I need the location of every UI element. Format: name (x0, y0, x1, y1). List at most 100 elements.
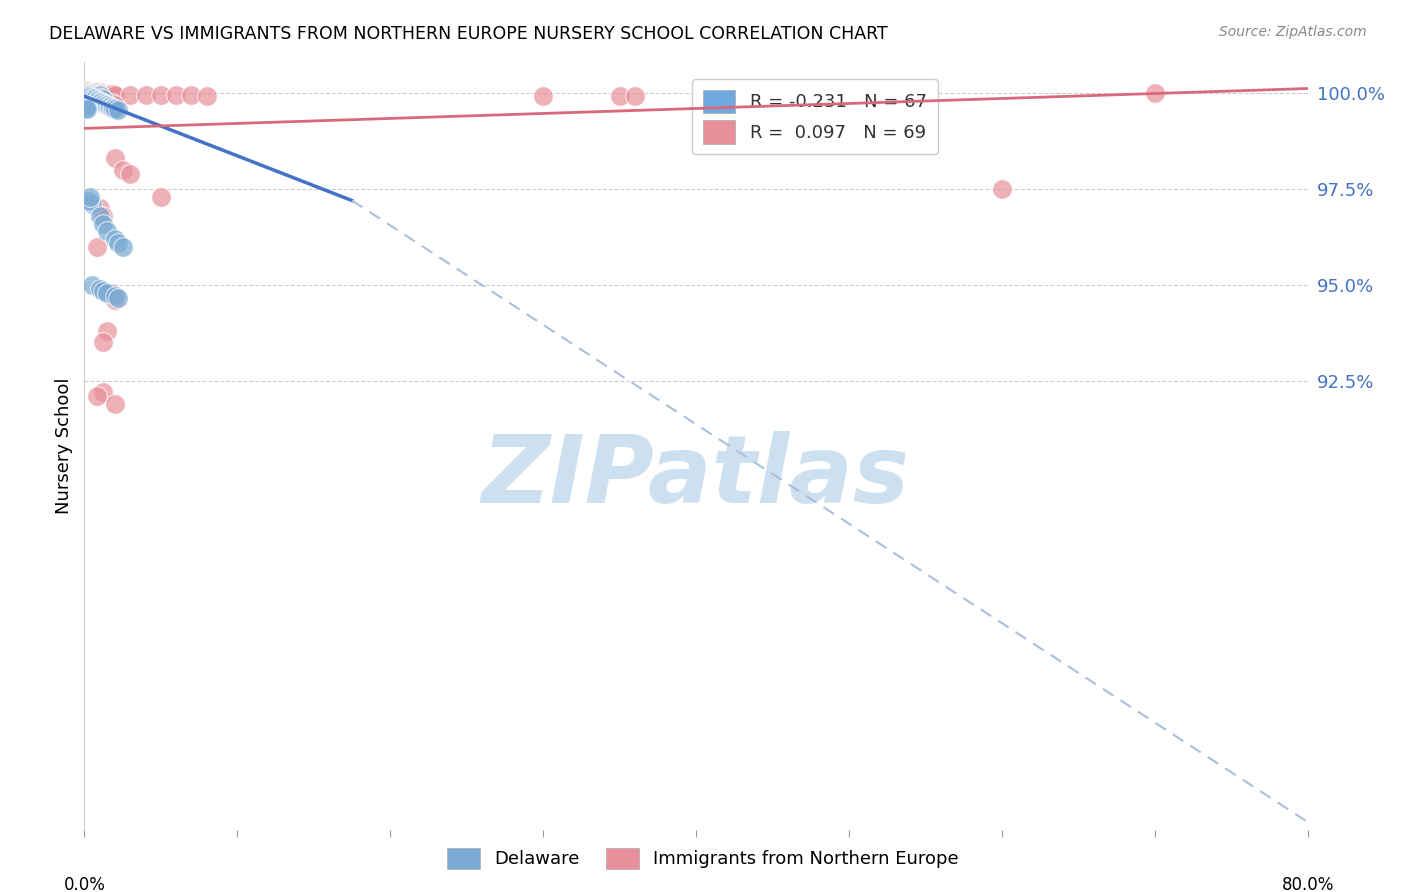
Point (101, 87, 124, 102)
Point (91, 92, 114, 106)
Point (97, 99, 120, 113)
Point (77, 87, 100, 102)
Point (103, 87, 125, 102)
Point (91, 95, 114, 109)
Point (83, 85, 105, 99)
Point (75, 97, 97, 112)
Point (104, 232, 127, 246)
Point (120, 167, 142, 181)
Point (89, 94, 111, 108)
Point (96, 285, 118, 300)
Point (93, 86, 115, 100)
Text: ZIPatlas: ZIPatlas (482, 431, 910, 523)
Point (80, 91, 103, 105)
Point (104, 97, 127, 112)
Legend: Delaware, Immigrants from Northern Europe: Delaware, Immigrants from Northern Europ… (440, 840, 966, 876)
Point (89, 209, 111, 223)
Point (1143, 86, 1166, 100)
Point (77, 194, 100, 208)
Point (77, 89, 100, 103)
Point (91, 335, 114, 350)
Point (97, 87, 120, 101)
Point (180, 88, 202, 103)
Point (149, 88, 172, 103)
Point (101, 285, 124, 300)
Point (96, 95, 118, 110)
Point (107, 235, 129, 250)
Point (93, 96, 115, 111)
Point (89, 282, 111, 296)
Text: Source: ZipAtlas.com: Source: ZipAtlas.com (1219, 25, 1367, 39)
Point (90, 95, 112, 110)
Point (96, 87, 118, 101)
Point (531, 89, 554, 103)
Point (104, 397, 127, 411)
Point (98, 87, 121, 101)
Point (76, 87, 98, 101)
Point (195, 88, 218, 103)
Point (91, 209, 114, 223)
Point (84, 92, 107, 106)
Point (101, 101, 124, 115)
Point (111, 239, 134, 253)
Y-axis label: Nursery School: Nursery School (55, 377, 73, 515)
Point (79, 87, 101, 102)
Point (77, 84, 100, 98)
Point (80, 92, 103, 106)
Point (86, 86, 108, 100)
Point (107, 291, 129, 305)
Point (89, 201, 111, 215)
Point (76, 84, 98, 98)
Point (96, 224, 118, 238)
Point (135, 88, 157, 103)
Point (120, 87, 142, 102)
Point (86, 239, 108, 253)
Point (101, 96, 124, 111)
Point (79, 85, 101, 99)
Point (149, 190, 172, 204)
Point (80, 197, 103, 211)
Point (80, 85, 103, 99)
Legend: R = -0.231   N = 67, R =  0.097   N = 69: R = -0.231 N = 67, R = 0.097 N = 69 (692, 79, 938, 154)
Point (96, 98, 118, 112)
Point (87, 86, 110, 100)
Point (104, 87, 127, 102)
Point (83, 91, 105, 105)
Point (87, 90, 110, 104)
Point (84, 93, 107, 107)
Point (609, 89, 631, 103)
Point (76, 98, 98, 112)
Point (84, 88, 107, 103)
Point (90, 86, 112, 100)
Point (90, 91, 112, 105)
Point (96, 324, 118, 338)
Point (76, 102, 98, 116)
Point (104, 293, 127, 308)
Point (80, 87, 103, 101)
Point (94, 97, 117, 112)
Point (91, 284, 114, 298)
Point (98, 100, 121, 114)
Point (80, 277, 103, 292)
Text: 80.0%: 80.0% (1281, 876, 1334, 892)
Point (89, 95, 111, 109)
Point (91, 86, 114, 100)
Text: 0.0%: 0.0% (63, 876, 105, 892)
Point (87, 94, 110, 108)
Point (91, 217, 114, 231)
Point (107, 103, 129, 117)
Point (77, 91, 100, 105)
Point (79, 90, 101, 104)
Point (83, 88, 105, 103)
Point (104, 151, 127, 165)
Point (103, 102, 125, 116)
Point (165, 88, 187, 103)
Point (86, 389, 108, 403)
Point (86, 93, 108, 107)
Point (89, 86, 111, 100)
Point (111, 162, 134, 177)
Point (991, 182, 1014, 196)
Point (86, 89, 108, 103)
Point (91, 385, 114, 400)
Point (75, 102, 97, 116)
